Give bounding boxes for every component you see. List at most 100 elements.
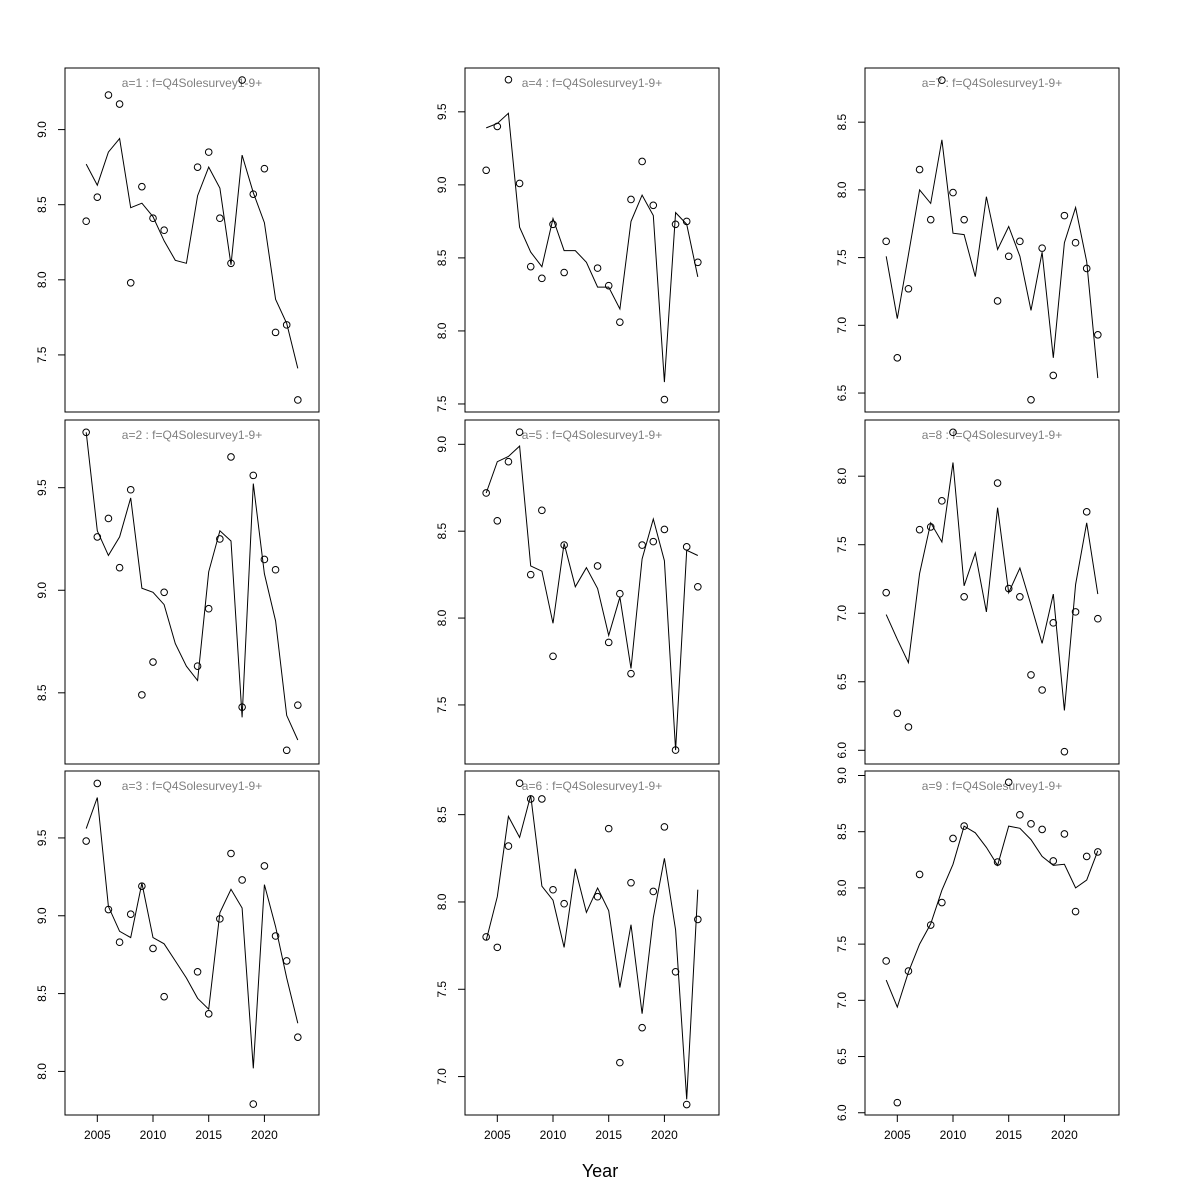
y-tick-label: 7.5 [435, 981, 449, 998]
y-tick-label: 6.0 [835, 1104, 849, 1121]
y-tick-label: 8.5 [435, 806, 449, 823]
fitted-line [85, 797, 299, 1069]
observed-point [1027, 671, 1035, 679]
observed-point [960, 215, 968, 224]
panel-title: a=2 : f=Q4Solesurvey1-9+ [122, 428, 262, 442]
observed-point [1049, 857, 1058, 865]
observed-point [893, 1098, 902, 1107]
x-tick-label: 2010 [140, 1128, 167, 1142]
panel-title: a=9 : f=Q4Solesurvey1-9+ [922, 779, 1062, 793]
plot-frame [864, 67, 1120, 413]
observed-point [282, 321, 291, 329]
observed-point [604, 824, 613, 833]
observed-point [260, 862, 269, 870]
x-tick-label: 2015 [595, 1128, 622, 1142]
observed-point [660, 395, 669, 404]
observed-point [682, 1100, 691, 1109]
observed-point [138, 691, 146, 699]
y-tick-label: 7.0 [835, 605, 849, 622]
plot-frame [64, 770, 320, 1116]
observed-point [638, 541, 646, 549]
observed-point [915, 525, 924, 534]
observed-point [138, 182, 146, 191]
plot-frame [464, 770, 720, 1116]
y-tick-label: 8.5 [35, 985, 49, 1002]
observed-point [193, 967, 202, 976]
x-tick-label: 2020 [651, 1128, 678, 1142]
x-tick-label: 2015 [995, 1128, 1022, 1142]
observed-point [627, 195, 635, 204]
x-tick-label: 2010 [940, 1128, 967, 1142]
observed-point [1060, 747, 1069, 756]
observed-point [160, 226, 168, 235]
observed-point [1038, 825, 1046, 834]
observed-point [694, 582, 702, 591]
observed-point [515, 179, 524, 188]
y-tick-label: 7.5 [435, 395, 449, 412]
observed-point [926, 921, 935, 929]
panel-title: a=5 : f=Q4Solesurvey1-9+ [522, 428, 662, 442]
observed-point [904, 967, 913, 975]
observed-point [1016, 237, 1024, 246]
observed-point [526, 262, 535, 271]
observed-point [204, 148, 213, 156]
y-tick-label: 9.5 [435, 103, 449, 120]
y-tick-label: 9.5 [35, 479, 49, 496]
fitted-line [85, 137, 299, 369]
observed-point [993, 297, 1002, 305]
panel-title: a=6 : f=Q4Solesurvey1-9+ [522, 779, 662, 793]
observed-point [960, 822, 968, 830]
y-tick-label: 8.0 [835, 181, 849, 198]
observed-point [204, 604, 213, 613]
panel-title: a=4 : f=Q4Solesurvey1-9+ [522, 76, 662, 90]
observed-point [938, 497, 946, 505]
x-tick-label: 2005 [84, 1128, 111, 1142]
y-tick-label: 8.0 [835, 468, 849, 485]
y-tick-label: 9.5 [35, 829, 49, 846]
observed-point [627, 878, 635, 887]
observed-point [949, 188, 957, 197]
observed-point [960, 592, 968, 601]
y-tick-label: 8.5 [835, 823, 849, 840]
y-tick-label: 7.5 [435, 696, 449, 713]
observed-point [1004, 252, 1013, 261]
y-tick-label: 8.0 [35, 1063, 49, 1080]
observed-point [671, 968, 680, 976]
observed-point [1071, 608, 1080, 616]
observed-point [238, 876, 246, 884]
x-tick-label: 2020 [251, 1128, 278, 1142]
observed-point [271, 328, 280, 337]
observed-point [216, 214, 224, 223]
observed-point [993, 479, 1002, 487]
observed-point [915, 165, 924, 174]
observed-point [260, 164, 269, 173]
y-tick-label: 9.0 [435, 436, 449, 453]
y-tick-label: 7.5 [835, 536, 849, 553]
observed-point [294, 396, 302, 404]
observed-point [560, 541, 568, 549]
observed-point [882, 588, 890, 597]
y-tick-label: 6.0 [835, 742, 849, 759]
observed-point [149, 214, 157, 223]
observed-point [515, 779, 524, 788]
plot-frame [464, 419, 720, 765]
observed-point [1082, 508, 1091, 516]
observed-point [682, 543, 691, 551]
observed-point [160, 992, 168, 1001]
observed-point [660, 525, 669, 534]
observed-point [227, 849, 235, 858]
panel-title: a=3 : f=Q4Solesurvey1-9+ [122, 779, 262, 793]
y-tick-label: 6.5 [835, 384, 849, 401]
plot-frame [64, 67, 320, 413]
observed-point [249, 1100, 258, 1108]
y-tick-label: 9.0 [835, 767, 849, 784]
observed-point [227, 453, 235, 461]
observed-point [115, 938, 124, 947]
observed-point [593, 892, 602, 901]
fitted-line [485, 795, 699, 1100]
observed-point [149, 658, 157, 666]
observed-point [238, 76, 246, 84]
observed-point [593, 264, 602, 272]
observed-point [1060, 830, 1069, 838]
